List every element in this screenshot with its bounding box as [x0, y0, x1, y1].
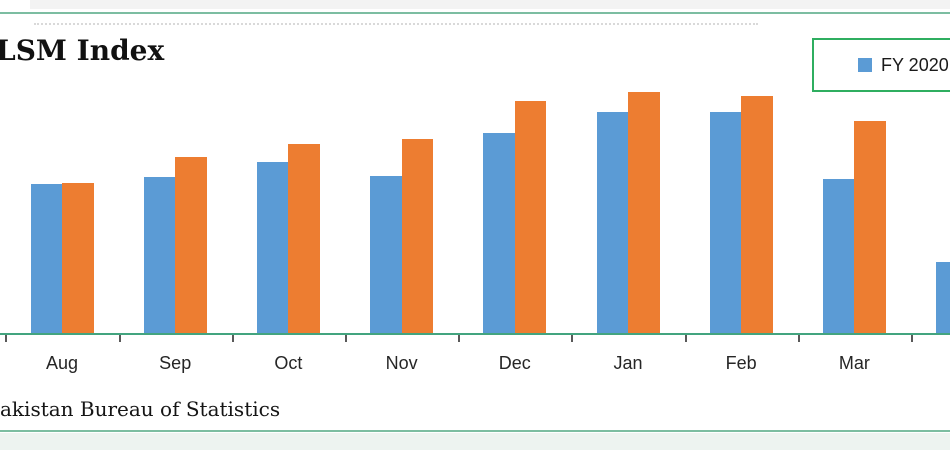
x-axis-label-mar: Mar: [838, 353, 870, 373]
dotted-separator-rule: [34, 23, 758, 25]
bar-fy-2020-sep: [143, 177, 176, 334]
bar-fy-2020-nov: [370, 176, 402, 334]
legend-box: FY 2020: [812, 38, 950, 92]
bar-fy-2020-feb: [709, 112, 742, 334]
cropped-content-strip-bottom: [0, 433, 950, 450]
bar-series2-sep: [175, 157, 207, 334]
x-axis-tick: [345, 335, 347, 342]
x-axis-tick: [571, 335, 574, 342]
x-axis-tick: [231, 335, 234, 342]
bottom-horizontal-rule: [0, 430, 950, 432]
x-axis-label-jan: Jan: [613, 353, 643, 373]
x-axis-tick: [458, 335, 461, 342]
cropped-content-strip-top: [30, 0, 950, 9]
bar-series2-feb: [741, 96, 773, 334]
bar-series2-dec: [514, 101, 547, 334]
bar-series2-jan: [628, 92, 660, 334]
x-axis-label-nov: Nov: [385, 353, 418, 373]
x-axis-label-oct: Oct: [274, 353, 303, 373]
legend-marker-square-icon: [858, 58, 872, 72]
legend-label: FY 2020: [881, 54, 949, 75]
bar-fy-2020-jan: [596, 112, 628, 334]
x-axis-label-feb: Feb: [725, 353, 757, 373]
source-note: akistan Bureau of Statistics: [0, 397, 281, 421]
bar-series2-oct: [288, 144, 320, 334]
x-axis-tick: [797, 335, 800, 342]
x-axis-label-sep: Sep: [159, 353, 192, 373]
x-axis-tick: [911, 335, 913, 342]
chart-title: LSM Index: [0, 34, 165, 67]
bar-fy-2020-cropped: [936, 262, 950, 334]
x-axis-tick: [684, 335, 687, 342]
bar-fy-2020-mar: [822, 179, 855, 334]
x-axis-label-aug: Aug: [45, 353, 79, 373]
bar-fy-2020-dec: [483, 133, 515, 334]
bar-fy-2020-oct: [256, 162, 289, 334]
x-axis-tick: [5, 335, 8, 342]
bar-series2-nov: [401, 139, 434, 334]
bar-series2-aug: [62, 183, 94, 334]
x-axis-tick: [118, 335, 121, 342]
bar-series2-mar: [854, 121, 886, 334]
legend-item-fy2020: FY 2020: [858, 55, 949, 76]
x-axis-label-dec: Dec: [498, 353, 531, 373]
bar-fy-2020-aug: [30, 184, 62, 334]
x-axis-line: [0, 333, 950, 335]
top-horizontal-rule: [0, 12, 950, 14]
